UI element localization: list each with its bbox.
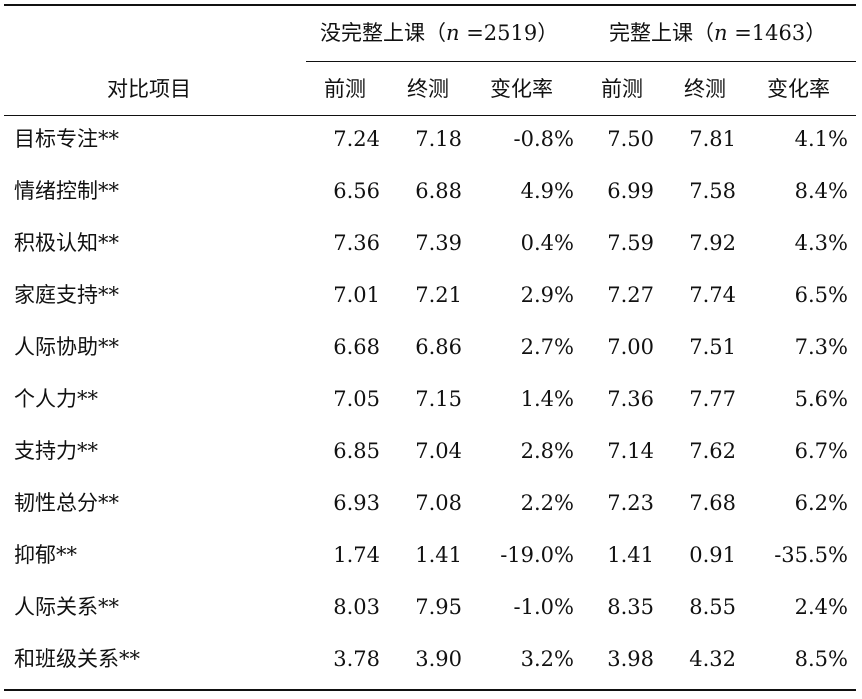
row-label: 个人力** [14, 387, 98, 411]
table-cell: 4.32 [689, 647, 736, 671]
row-label: 人际协助** [14, 335, 119, 359]
group-header-complete: 完整上课（n =1463） [609, 21, 827, 45]
table-cell: 8.5% [794, 647, 848, 671]
table-cell: -19.0% [500, 543, 574, 567]
table-cell: 2.7% [520, 335, 574, 359]
table-cell: 6.86 [415, 335, 462, 359]
table-cell: 7.15 [415, 387, 462, 411]
row-label: 人际关系** [14, 595, 119, 619]
table-cell: 7.92 [689, 231, 736, 255]
table-cell: 2.2% [520, 491, 574, 515]
header-bottom-rule [4, 115, 856, 116]
table-cell: 7.58 [689, 179, 736, 203]
table-cell: 2.8% [520, 439, 574, 463]
table-cell: 1.4% [520, 387, 574, 411]
table-cell: 7.27 [607, 283, 654, 307]
table-cell: 7.74 [689, 283, 736, 307]
table-cell: 6.7% [794, 439, 848, 463]
table-cell: 7.01 [333, 283, 380, 307]
table-cell: 7.04 [415, 439, 462, 463]
table-cell: 6.2% [794, 491, 848, 515]
table-cell: 6.85 [333, 439, 380, 463]
column-header: 变化率 [767, 77, 830, 101]
table-cell: 2.9% [520, 283, 574, 307]
table-cell: -1.0% [513, 595, 574, 619]
row-label: 家庭支持** [14, 283, 119, 307]
row-label: 情绪控制** [14, 179, 119, 203]
table-cell: 3.78 [333, 647, 380, 671]
table-cell: 4.3% [794, 231, 848, 255]
column-header: 变化率 [490, 77, 553, 101]
table-cell: 3.2% [520, 647, 574, 671]
table-cell: 6.5% [794, 283, 848, 307]
row-label: 支持力** [14, 439, 98, 463]
table-cell: 8.4% [794, 179, 848, 203]
table-cell: 7.23 [607, 491, 654, 515]
bottom-rule [4, 689, 856, 691]
row-label: 积极认知** [14, 231, 119, 255]
column-header: 前测 [601, 77, 643, 101]
table-cell: 4.1% [794, 127, 848, 151]
table-cell: 1.74 [333, 543, 380, 567]
table-cell: 7.51 [689, 335, 736, 359]
table-cell: 8.35 [607, 595, 654, 619]
table-cell: 0.91 [689, 543, 736, 567]
column-header: 终测 [407, 77, 449, 101]
table-cell: 0.4% [520, 231, 574, 255]
table-cell: 7.18 [415, 127, 462, 151]
table-cell: 2.4% [794, 595, 848, 619]
column-header: 终测 [684, 77, 726, 101]
table-cell: 6.68 [333, 335, 380, 359]
table-cell: 3.90 [415, 647, 462, 671]
table-cell: 6.88 [415, 179, 462, 203]
table-cell: 7.50 [607, 127, 654, 151]
table-cell: 7.36 [333, 231, 380, 255]
column-header: 前测 [324, 77, 366, 101]
table-cell: 7.62 [689, 439, 736, 463]
table-cell: 1.41 [415, 543, 462, 567]
item-column-header: 对比项目 [107, 77, 191, 101]
table-cell: 7.14 [607, 439, 654, 463]
group-header-rule [306, 61, 856, 62]
table-cell: 7.95 [415, 595, 462, 619]
table-cell: 6.99 [607, 179, 654, 203]
table-cell: 7.81 [689, 127, 736, 151]
table-cell: 7.3% [794, 335, 848, 359]
row-label: 抑郁** [14, 543, 77, 567]
table-cell: 6.93 [333, 491, 380, 515]
row-label: 韧性总分** [14, 491, 119, 515]
top-rule [4, 4, 856, 6]
table-cell: 5.6% [794, 387, 848, 411]
table-cell: 4.9% [520, 179, 574, 203]
table-cell: 6.56 [333, 179, 380, 203]
table-cell: 7.39 [415, 231, 462, 255]
row-label: 目标专注** [14, 127, 119, 151]
table-cell: 1.41 [607, 543, 654, 567]
table-cell: 3.98 [607, 647, 654, 671]
table-cell: 7.05 [333, 387, 380, 411]
table-cell: 7.77 [689, 387, 736, 411]
table-cell: 7.08 [415, 491, 462, 515]
table-cell: 7.68 [689, 491, 736, 515]
table-cell: 7.36 [607, 387, 654, 411]
table-cell: 7.21 [415, 283, 462, 307]
table-cell: 8.03 [333, 595, 380, 619]
table-cell: -0.8% [513, 127, 574, 151]
table-cell: 8.55 [689, 595, 736, 619]
table-cell: 7.00 [607, 335, 654, 359]
table-cell: 7.24 [333, 127, 380, 151]
group-header-incomplete: 没完整上课（n =2519） [320, 21, 559, 45]
table-cell: -35.5% [774, 543, 848, 567]
table-cell: 7.59 [607, 231, 654, 255]
row-label: 和班级关系** [14, 647, 140, 671]
